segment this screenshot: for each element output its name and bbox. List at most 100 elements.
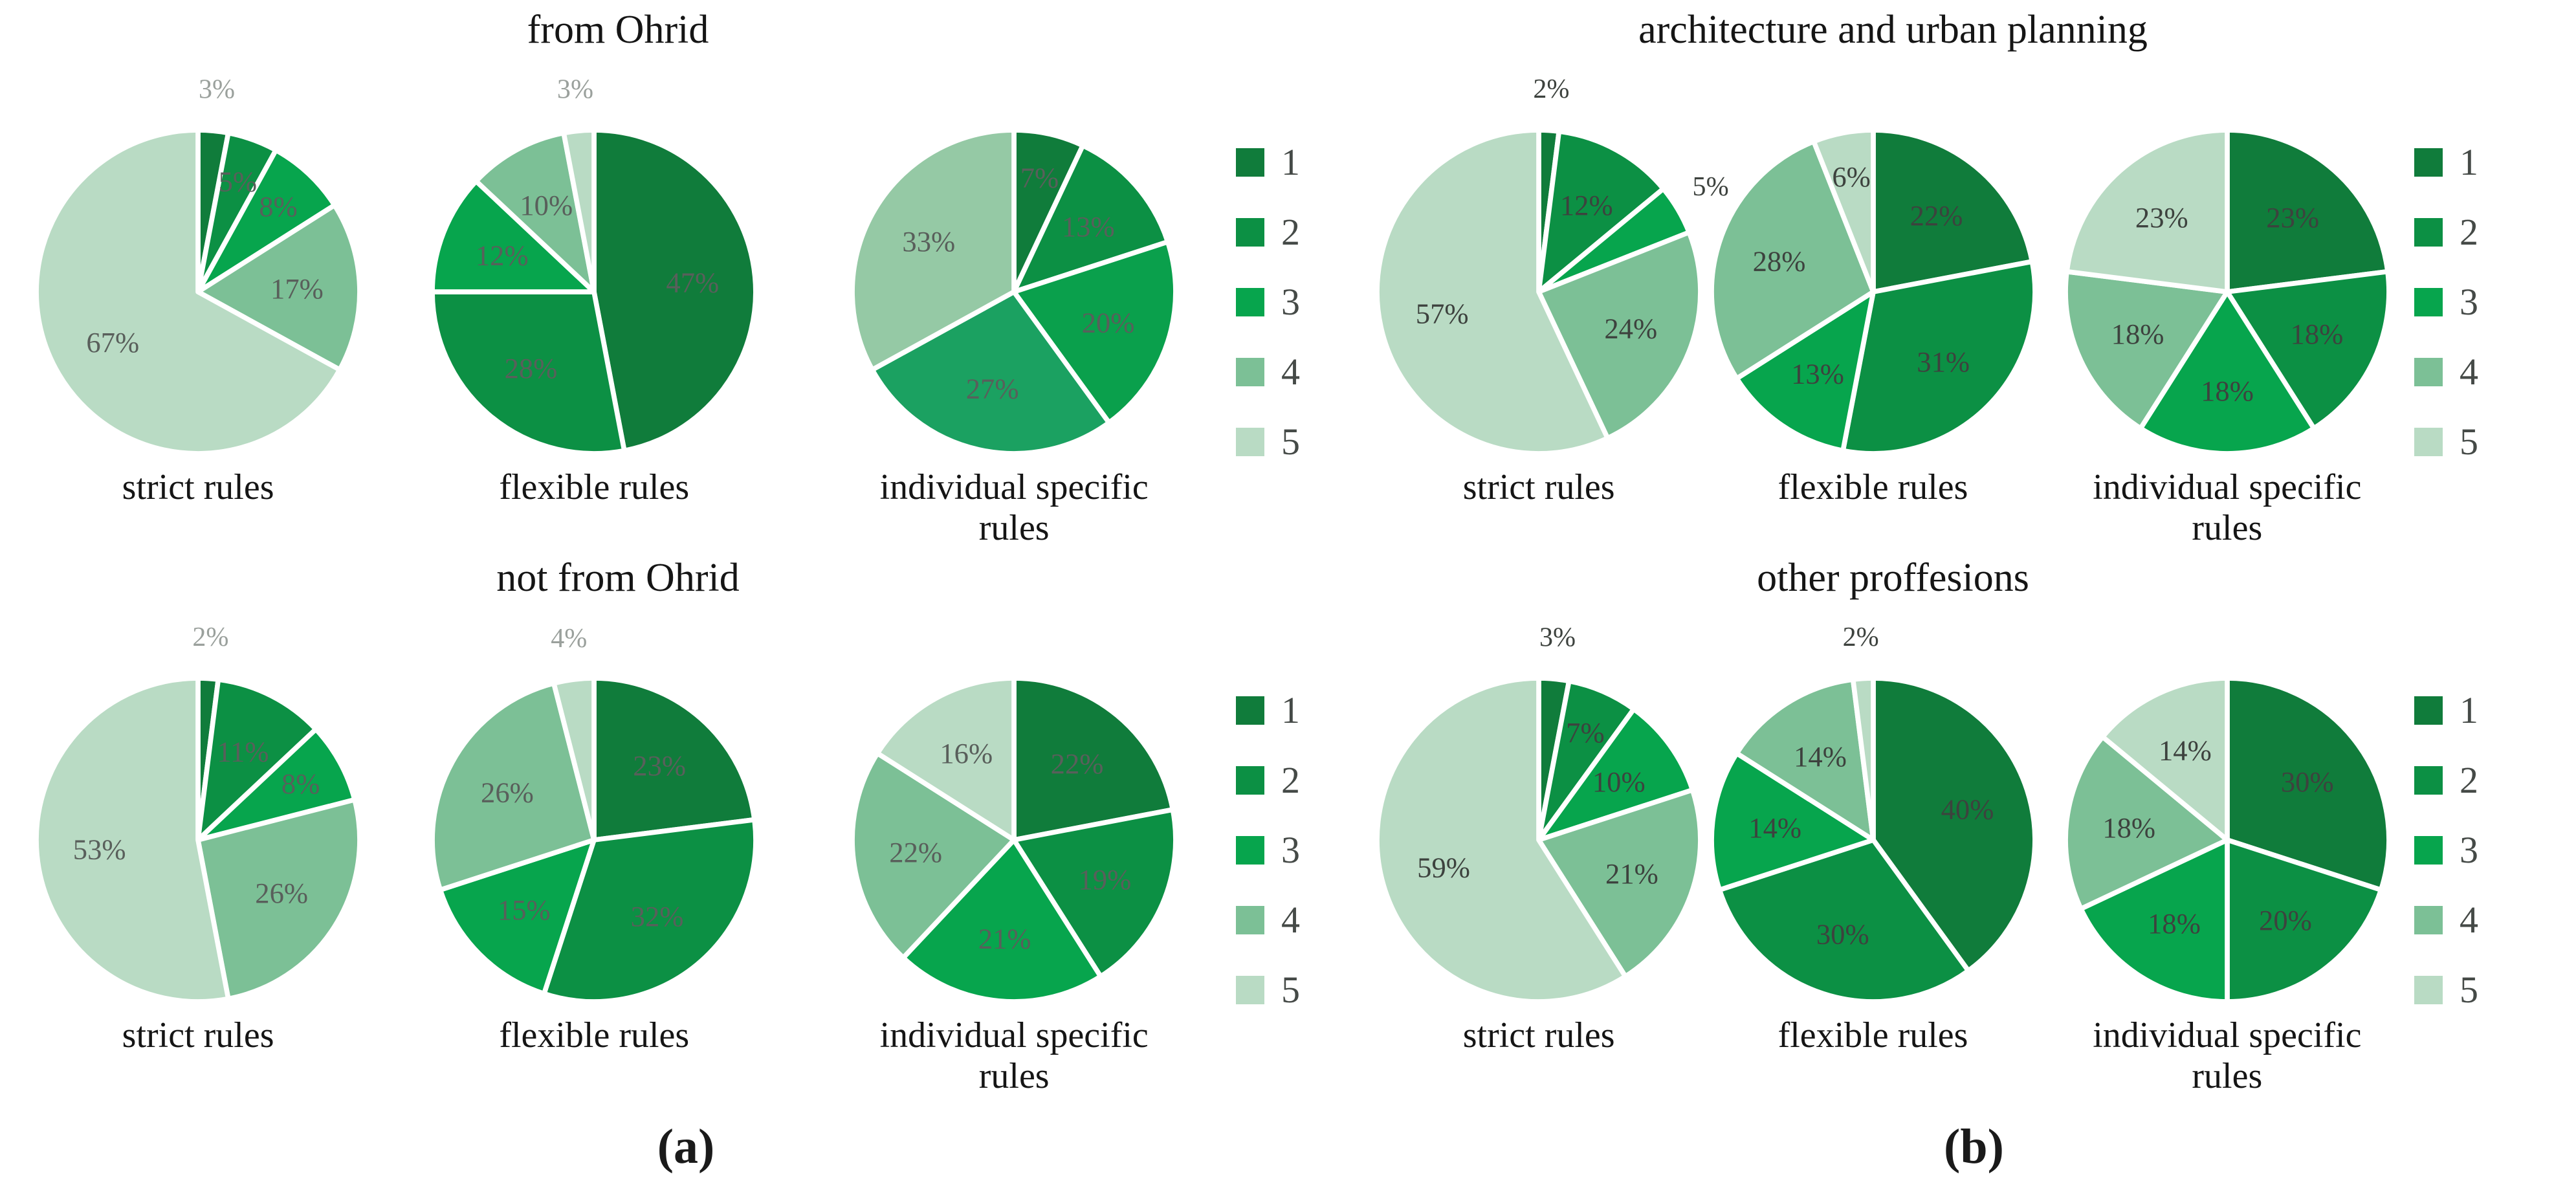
slice-label: 28%: [1752, 245, 1805, 278]
pie-slice-5: [1374, 127, 1611, 456]
slice-label: 22%: [1051, 748, 1104, 780]
pie-block-individual-specific-rules: 23% 18% 18% 18% 23% individual specific rules: [2040, 56, 2414, 548]
slice-label: 17%: [270, 272, 324, 305]
pie-slice-4: [2063, 269, 2230, 431]
row-b-architecture-and-urban-planning: architecture and urban planning 2% 12% 5% 24…: [1372, 0, 2576, 548]
slice-label: 24%: [1605, 312, 1658, 344]
slice-label: 18%: [2148, 908, 2201, 940]
pie-block-flexible-rules: 22% 31% 13% 28% 6% flexible rules: [1706, 56, 2040, 548]
legend-item-3: 3: [2414, 283, 2478, 321]
legend-label: 3: [2460, 280, 2478, 323]
row-a-not-from-ohrid: not from Ohrid 2% 11% 8% 26% 53% strict rules 2…: [0, 548, 1372, 1096]
pie-chart-b-other-proffesions-flexible-rules: 40% 30% 14% 14% 2%: [1708, 623, 2038, 1005]
legend-item-5: 5: [1236, 423, 1300, 461]
slice-label: 13%: [1062, 210, 1115, 243]
pie-caption: strict rules: [122, 467, 274, 507]
slice-label: 3%: [557, 75, 593, 105]
slice-label: 59%: [1417, 852, 1470, 884]
pie-slice-4: [2063, 734, 2230, 912]
legend-swatch-4: [2414, 357, 2443, 386]
legend-a-from-ohrid: 1 2 3 4 5: [1236, 140, 1300, 461]
slice-label: 21%: [1605, 857, 1658, 890]
pie-slice-1: [2225, 127, 2390, 294]
pie-slice-3: [2138, 289, 2317, 456]
legend-label: 3: [2460, 829, 2478, 872]
row-title: not from Ohrid: [496, 556, 740, 601]
legend-label: 5: [1281, 420, 1300, 463]
legend-b-other-proffesions: 1 2 3 4 5: [2414, 692, 2478, 1009]
legend-swatch-1: [1236, 148, 1264, 177]
panel-a-rows: from Ohrid 3% 5% 8% 17% 67% strict rules 4 7% 2 8%…: [0, 0, 1372, 1103]
panel-b: architecture and urban planning 2% 12% 5% 24…: [1372, 0, 2576, 1179]
panel-a: from Ohrid 3% 5% 8% 17% 67% strict rules 4 7% 2 8%…: [0, 0, 1372, 1174]
legend-a-not-from-ohrid: 1 2 3 4 5: [1236, 692, 1300, 1009]
pie-slice-3: [901, 837, 1103, 1005]
pie-slice-5: [34, 676, 231, 1005]
pie-caption: flexible rules: [1778, 467, 1968, 507]
legend-swatch-3: [2414, 287, 2443, 316]
slice-label: 7%: [1020, 161, 1059, 193]
slice-label: 57%: [1416, 297, 1469, 329]
pie-slice-5: [875, 676, 1017, 843]
legend-swatch-2: [1236, 766, 1264, 795]
legend-label: 1: [1281, 140, 1300, 183]
panel-b-rows: architecture and urban planning 2% 12% 5% 24…: [1372, 0, 2576, 1103]
pie-slice-4: [1536, 788, 1703, 980]
pie-chart-a-from-ohrid-strict-rules: 3% 5%8% 17% 67%: [34, 75, 362, 456]
pie-slice-1: [591, 127, 758, 454]
pie-slice-1: [1870, 127, 2034, 294]
pie-slice-4: [1536, 230, 1703, 441]
pie-slice-2: [1011, 807, 1178, 980]
pie-slice-2: [1717, 837, 1971, 1005]
pie-slice-1: [1870, 676, 2038, 974]
row-a-from-ohrid: from Ohrid 3% 5% 8% 17% 67% strict rules 47% 28%…: [0, 0, 1372, 548]
legend-label: 4: [2460, 899, 2478, 942]
slice-label: 14%: [1748, 811, 1801, 844]
pie-chart-a-not-from-ohrid-strict-rules: 2% 11% 8% 26% 53%: [34, 623, 362, 1005]
pie-block-strict-rules: 2% 12% 5% 24% 57% strict rules: [1372, 56, 1729, 548]
legend-swatch-5: [2414, 976, 2443, 1005]
slice-label: 7%: [1566, 716, 1604, 749]
pie-slice-5: [34, 127, 342, 456]
legend-item-1: 1: [1236, 692, 1300, 729]
pie-slice-4: [195, 203, 362, 373]
pie-caption: strict rules: [122, 1015, 274, 1056]
slice-label: 20%: [2259, 904, 2312, 936]
legend-b-architecture-and-urban-planning: 1 2 3 4 5: [2414, 143, 2478, 461]
legend-item-2: 2: [2414, 762, 2478, 799]
pie-slice-3: [430, 179, 597, 294]
pie-slice-4: [1734, 677, 1876, 843]
slice-label: 2%: [1842, 623, 1878, 652]
legend-label: 4: [2460, 350, 2478, 393]
slice-label: 30%: [2281, 766, 2334, 798]
legend-swatch-1: [1236, 696, 1264, 725]
pie-block-flexible-rules: 23% 32% 15% 26% 4% flexible rules: [396, 604, 792, 1096]
pie-slice-2: [542, 817, 758, 1005]
pie-block-strict-rules: 2% 11% 8% 26% 53% strict rules: [0, 604, 396, 1096]
pie-slice-2: [2225, 269, 2392, 431]
slice-label: 2%: [192, 623, 228, 652]
legend-swatch-4: [1236, 357, 1264, 386]
slice-label: 16%: [940, 737, 993, 769]
pie-slice-5: [1850, 676, 1876, 843]
legend-swatch-2: [2414, 766, 2443, 795]
pie-caption: individual specific rules: [879, 1015, 1149, 1097]
legend-item-5: 5: [2414, 423, 2478, 461]
slice-label: 12%: [1560, 189, 1613, 221]
legend-item-2: 2: [1236, 762, 1300, 799]
legend-label: 4: [1281, 899, 1300, 942]
slice-label: 40%: [1941, 793, 1994, 826]
pie-slice-1: [591, 676, 758, 843]
row-title: from Ohrid: [527, 8, 709, 52]
pie-block-individual-specific-rules: 22% 19% 21% 22% 16% individual specific rules: [792, 604, 1236, 1096]
panel-caption-a: (a): [657, 1119, 715, 1174]
pie-caption: individual specific rules: [2093, 467, 2362, 548]
slice-label: 18%: [2102, 811, 2155, 844]
slice-label: 8%: [281, 767, 320, 800]
slice-label: 2%: [1534, 74, 1570, 104]
row-title: other proffesions: [1757, 556, 2029, 601]
slice-label: 18%: [2111, 318, 2164, 350]
legend-item-1: 1: [2414, 692, 2478, 729]
legend-swatch-3: [1236, 287, 1264, 316]
